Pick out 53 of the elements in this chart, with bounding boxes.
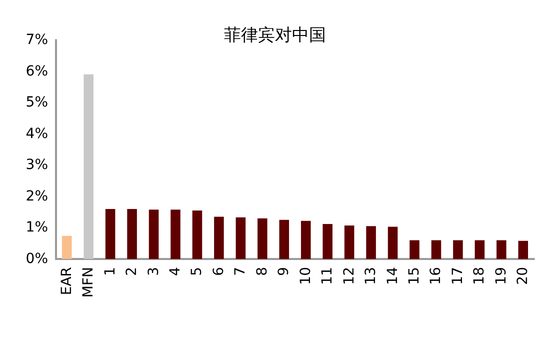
x-tick-label: 7	[232, 267, 249, 276]
x-tick-label: 4	[168, 266, 184, 276]
bar	[127, 208, 137, 259]
bar	[84, 74, 94, 259]
x-tick-label: 16	[428, 266, 444, 285]
x-tick-label: 6	[210, 266, 227, 276]
bar	[453, 240, 463, 259]
bar	[388, 226, 398, 259]
x-tick-label: 9	[276, 267, 292, 276]
bar	[518, 240, 528, 259]
x-tick-label: 1	[102, 267, 118, 276]
chart-title: 菲律宾对中国	[224, 26, 326, 46]
y-tick-label: 7%	[26, 32, 48, 48]
x-tick-label: 20	[515, 267, 532, 285]
bar	[431, 240, 442, 259]
bar	[62, 236, 72, 259]
x-tick-label: MFN	[80, 267, 97, 298]
bar	[474, 240, 485, 259]
y-tick-label: 1%	[26, 220, 48, 236]
x-tick-label: 13	[363, 267, 380, 285]
bar	[366, 226, 376, 259]
x-tick-label: 19	[493, 267, 510, 285]
bar	[192, 210, 202, 259]
bar	[105, 208, 116, 259]
y-tick-label: 3%	[26, 157, 48, 174]
x-tick-label: 15	[406, 267, 422, 285]
bar	[344, 226, 354, 259]
bar	[148, 210, 159, 259]
bar	[258, 218, 268, 259]
bar	[236, 217, 246, 259]
x-tick-label: 18	[472, 267, 488, 285]
y-tick-label: 2%	[26, 188, 48, 204]
x-tick-label: 14	[384, 266, 401, 285]
x-tick-label: 3	[146, 267, 162, 276]
x-tick-label: 11	[320, 267, 336, 285]
bar	[496, 240, 506, 259]
bar	[214, 216, 224, 259]
y-tick-label: 4%	[26, 126, 48, 142]
x-tick-label: 5	[189, 267, 206, 276]
bar	[279, 220, 290, 259]
x-tick-label: 2	[124, 267, 140, 276]
bar	[410, 240, 420, 259]
x-tick-label: EAR	[58, 266, 75, 296]
x-tick-label: 10	[298, 267, 314, 285]
bar	[300, 220, 311, 259]
x-tick-label: 17	[450, 267, 466, 285]
y-tick-label: 0%	[26, 251, 48, 267]
y-tick-label: 6%	[26, 63, 48, 80]
bar	[322, 224, 332, 259]
x-tick-label: 12	[341, 267, 358, 285]
x-tick-label: 8	[254, 267, 270, 276]
y-tick-label: 5%	[26, 94, 48, 111]
bar	[170, 210, 180, 259]
